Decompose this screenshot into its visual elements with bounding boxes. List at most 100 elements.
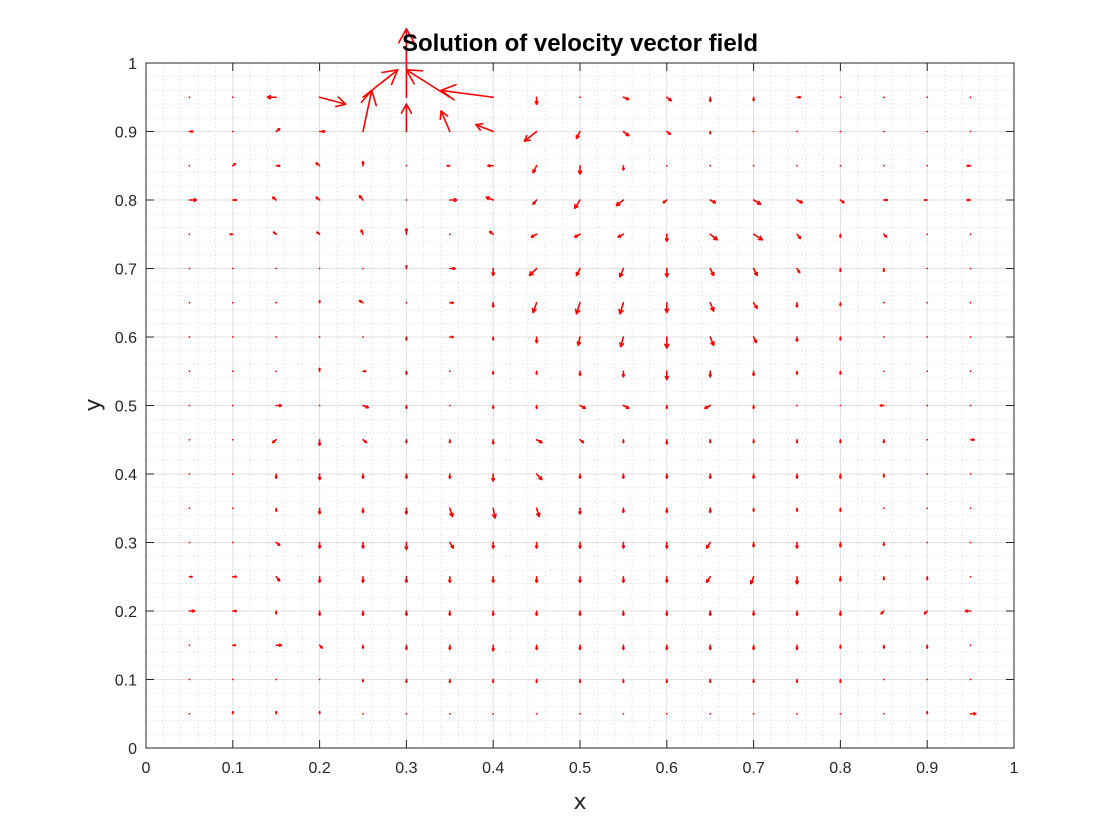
velocity-arrow	[752, 712, 755, 715]
velocity-arrow	[752, 541, 756, 548]
velocity-arrow	[969, 575, 972, 578]
velocity-arrow	[969, 267, 972, 270]
velocity-arrow	[621, 541, 626, 549]
velocity-arrow	[362, 369, 367, 373]
velocity-arrow	[448, 678, 452, 684]
velocity-arrow	[188, 473, 191, 475]
velocity-arrow	[795, 644, 799, 651]
x-tick-label: 0.7	[742, 760, 764, 777]
velocity-arrow	[404, 575, 409, 584]
velocity-arrow	[231, 507, 234, 510]
velocity-arrow	[882, 644, 886, 649]
velocity-arrow	[882, 575, 886, 581]
y-tick-label: 0.9	[115, 125, 137, 142]
velocity-arrow	[232, 198, 238, 202]
velocity-arrow	[358, 195, 364, 201]
velocity-arrow	[188, 609, 196, 613]
velocity-arrow	[274, 507, 278, 512]
x-tick-label: 0.9	[916, 760, 938, 777]
velocity-arrow	[361, 541, 365, 549]
velocity-arrow	[272, 231, 278, 236]
velocity-arrow	[579, 96, 581, 99]
velocity-arrow	[621, 610, 625, 616]
velocity-arrow	[796, 199, 804, 204]
velocity-arrow	[188, 233, 191, 236]
velocity-arrow	[531, 301, 538, 314]
velocity-arrow	[405, 69, 451, 99]
velocity-arrow	[361, 644, 365, 649]
velocity-arrow	[397, 27, 415, 99]
velocity-arrow	[275, 301, 278, 304]
velocity-arrow	[188, 130, 194, 133]
velocity-arrow	[405, 438, 408, 444]
velocity-arrow	[231, 438, 234, 441]
velocity-arrow	[188, 507, 191, 510]
velocity-arrow	[665, 164, 668, 167]
velocity-arrow	[708, 96, 712, 103]
velocity-arrow	[446, 164, 451, 168]
velocity-arrow	[665, 96, 672, 102]
velocity-arrow	[188, 336, 191, 338]
velocity-arrow	[752, 473, 756, 479]
velocity-arrow	[532, 199, 538, 205]
velocity-arrow	[405, 336, 408, 341]
velocity-arrow	[535, 370, 538, 375]
y-axis-label: y	[81, 398, 106, 411]
velocity-arrow	[926, 473, 929, 475]
y-tick-label: 0.5	[115, 399, 137, 416]
velocity-arrow	[229, 232, 234, 236]
velocity-arrow	[275, 575, 281, 582]
velocity-arrow	[752, 370, 756, 377]
velocity-arrow	[188, 267, 191, 270]
velocity-arrow	[362, 438, 368, 444]
velocity-arrow	[926, 96, 929, 99]
velocity-arrow	[439, 110, 451, 133]
velocity-arrow	[231, 473, 234, 475]
velocity-arrow	[708, 644, 712, 651]
velocity-arrow	[271, 196, 278, 201]
velocity-arrow	[485, 196, 495, 201]
velocity-arrow	[318, 367, 321, 373]
velocity-arrow	[275, 267, 278, 270]
velocity-arrow	[318, 404, 321, 407]
velocity-arrow	[448, 301, 455, 305]
velocity-arrow	[619, 336, 625, 348]
velocity-arrow	[231, 404, 234, 407]
velocity-arrow	[405, 301, 408, 304]
velocity-arrow	[535, 438, 543, 444]
velocity-arrow	[487, 164, 495, 168]
velocity-arrow	[752, 267, 758, 277]
velocity-arrow	[405, 370, 408, 375]
velocity-arrow	[838, 575, 842, 582]
velocity-arrow	[622, 712, 625, 715]
velocity-arrow	[491, 267, 496, 277]
velocity-arrow	[405, 712, 408, 715]
velocity-arrow	[664, 267, 670, 278]
velocity-arrow	[360, 229, 364, 236]
velocity-arrow	[315, 196, 321, 201]
velocity-arrow	[838, 541, 842, 548]
velocity-arrow	[709, 712, 712, 715]
velocity-arrow	[405, 164, 408, 167]
velocity-arrow	[618, 267, 625, 278]
velocity-arrow	[275, 127, 281, 133]
velocity-arrow	[491, 370, 495, 375]
velocity-arrow	[622, 404, 630, 410]
velocity-arrow	[795, 370, 799, 375]
velocity-arrow	[882, 301, 885, 304]
velocity-arrow	[621, 644, 625, 651]
velocity-arrow	[404, 610, 408, 616]
velocity-arrow	[188, 96, 191, 99]
velocity-arrow	[404, 227, 409, 236]
velocity-arrow	[882, 336, 885, 338]
velocity-arrow	[839, 370, 842, 375]
velocity-arrow	[575, 130, 581, 140]
x-tick-labels: 0 0.1 0.2 0.3 0.4 0.5 0.6 0.7 0.8 0.9 1	[142, 760, 1019, 777]
x-tick-label: 0.6	[656, 760, 678, 777]
velocity-arrow	[535, 678, 538, 684]
velocity-arrow	[665, 507, 669, 514]
velocity-arrow	[969, 507, 972, 510]
velocity-arrow	[839, 678, 842, 684]
velocity-arrow	[231, 336, 234, 338]
velocity-arrow	[405, 199, 408, 201]
